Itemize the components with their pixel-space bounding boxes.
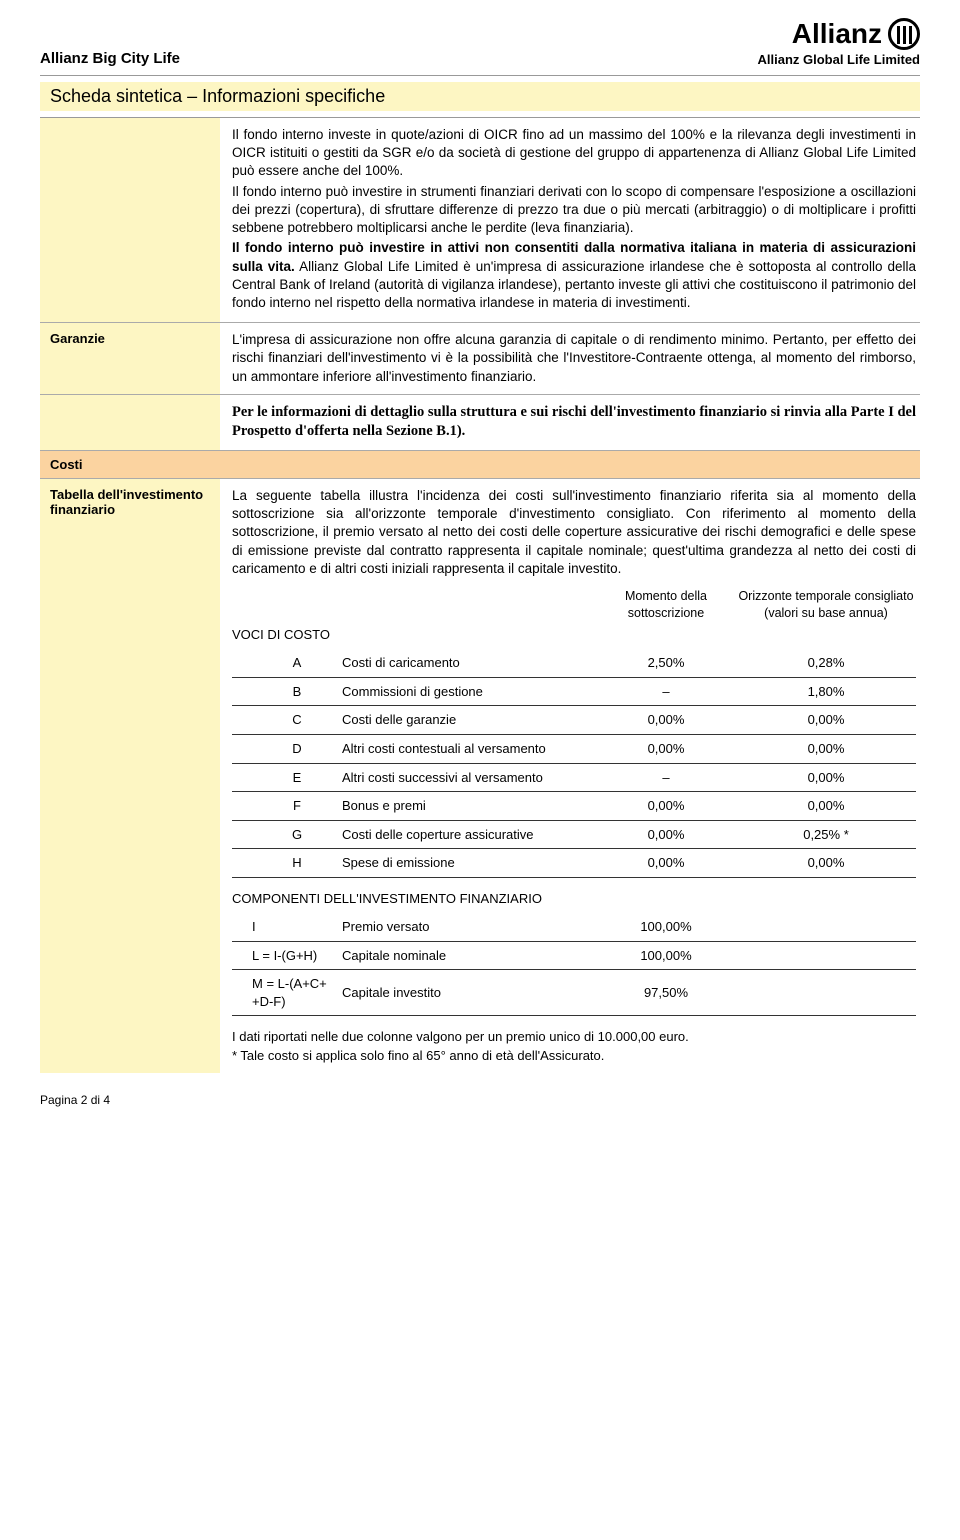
row-v1: 0,00% (596, 740, 736, 758)
label-tabella: Tabella dell'investimento finanziario (40, 479, 220, 1073)
text-garanzie: L'impresa di assicurazione non offre alc… (220, 323, 920, 394)
comp-title: COMPONENTI DELL'INVESTIMENTO FINANZIARIO (232, 890, 916, 908)
comp-rows: IPremio versato100,00%L = I-(G+H)Capital… (232, 913, 916, 1016)
row-v2: 0,00% (736, 797, 916, 815)
comp-key: I (232, 918, 342, 936)
title-main: Scheda sintetica (50, 86, 182, 106)
row-desc: Spese di emissione (342, 854, 596, 872)
table-header: Momento della sottoscrizione Orizzonte t… (232, 588, 916, 622)
row-desc: Bonus e premi (342, 797, 596, 815)
row-v1: – (596, 683, 736, 701)
row-fondo: Il fondo interno investe in quote/azioni… (40, 118, 920, 323)
comp-desc: Premio versato (342, 918, 596, 936)
row-v1: 0,00% (596, 711, 736, 729)
title-sub: – Informazioni specifiche (187, 86, 385, 106)
label-empty-2 (40, 395, 220, 450)
row-garanzie: Garanzie L'impresa di assicurazione non … (40, 323, 920, 395)
comp-key: M = L-(A+C+ +D-F) (232, 975, 342, 1010)
text-fondo: Il fondo interno investe in quote/azioni… (220, 118, 920, 322)
comp-v1: 100,00% (596, 947, 736, 965)
title-bar: Scheda sintetica – Informazioni specific… (40, 75, 920, 118)
comp-desc: Capitale investito (342, 984, 596, 1002)
page-number: Pagina 2 di 4 (40, 1093, 920, 1107)
p3-rest: Allianz Global Life Limited è un'impresa… (232, 259, 916, 310)
row-v1: 2,50% (596, 654, 736, 672)
row-key: D (232, 740, 342, 758)
voci-title: VOCI DI COSTO (232, 626, 916, 644)
product-name: Allianz Big City Life (40, 50, 180, 67)
row-desc: Costi delle coperture assicurative (342, 826, 596, 844)
brand-block: Allianz Allianz Global Life Limited (757, 18, 920, 67)
p2: Il fondo interno può investire in strume… (232, 183, 916, 238)
note1: I dati riportati nelle due colonne valgo… (232, 1028, 916, 1046)
note2: * Tale costo si applica solo fino al 65°… (232, 1047, 916, 1065)
row-key: G (232, 826, 342, 844)
row-v1: – (596, 769, 736, 787)
cost-row: FBonus e premi0,00%0,00% (232, 792, 916, 821)
comp-key: L = I-(G+H) (232, 947, 342, 965)
row-v2: 0,00% (736, 740, 916, 758)
row-key: A (232, 654, 342, 672)
cost-row: ACosti di caricamento2,50%0,28% (232, 649, 916, 678)
head-col2: Orizzonte temporale consigliato (valori … (736, 588, 916, 622)
p3: Il fondo interno può investire in attivi… (232, 239, 916, 312)
page-header: Allianz Big City Life Allianz Allianz Gl… (40, 0, 920, 75)
row-key: F (232, 797, 342, 815)
comp-row: IPremio versato100,00% (232, 913, 916, 942)
cost-row: CCosti delle garanzie0,00%0,00% (232, 706, 916, 735)
row-v2: 0,00% (736, 854, 916, 872)
row-desc: Commissioni di gestione (342, 683, 596, 701)
brand-logo: Allianz (757, 18, 920, 50)
brand-subtitle: Allianz Global Life Limited (757, 52, 920, 67)
label-garanzie: Garanzie (40, 323, 220, 394)
row-v2: 0,25% * (736, 826, 916, 844)
row-v2: 0,00% (736, 769, 916, 787)
brand-text: Allianz (792, 18, 882, 50)
allianz-icon (888, 18, 920, 50)
row-v2: 0,28% (736, 654, 916, 672)
row-desc: Costi delle garanzie (342, 711, 596, 729)
row-desc: Altri costi successivi al versamento (342, 769, 596, 787)
head-col1: Momento della sottoscrizione (596, 588, 736, 622)
row-desc: Altri costi contestuali al versamento (342, 740, 596, 758)
cost-row: BCommissioni di gestione–1,80% (232, 678, 916, 707)
foot-notes: I dati riportati nelle due colonne valgo… (232, 1028, 916, 1064)
cost-row: HSpese di emissione0,00%0,00% (232, 849, 916, 878)
tabella-intro: La seguente tabella illustra l'incidenza… (232, 487, 916, 578)
cost-rows: ACosti di caricamento2,50%0,28%BCommissi… (232, 649, 916, 877)
comp-row: M = L-(A+C+ +D-F)Capitale investito97,50… (232, 970, 916, 1016)
row-serif: Per le informazioni di dettaglio sulla s… (40, 395, 920, 451)
comp-desc: Capitale nominale (342, 947, 596, 965)
row-desc: Costi di caricamento (342, 654, 596, 672)
row-key: B (232, 683, 342, 701)
label-empty (40, 118, 220, 322)
cost-row: EAltri costi successivi al versamento–0,… (232, 764, 916, 793)
cost-table: Momento della sottoscrizione Orizzonte t… (232, 588, 916, 1065)
comp-v1: 97,50% (596, 984, 736, 1002)
row-v1: 0,00% (596, 826, 736, 844)
comp-v1: 100,00% (596, 918, 736, 936)
row-key: C (232, 711, 342, 729)
cost-row: GCosti delle coperture assicurative0,00%… (232, 821, 916, 850)
row-v1: 0,00% (596, 797, 736, 815)
row-v2: 1,80% (736, 683, 916, 701)
row-tabella: Tabella dell'investimento finanziario La… (40, 479, 920, 1073)
cost-row: DAltri costi contestuali al versamento0,… (232, 735, 916, 764)
row-v1: 0,00% (596, 854, 736, 872)
row-key: H (232, 854, 342, 872)
section-costi: Costi (40, 451, 920, 479)
row-v2: 0,00% (736, 711, 916, 729)
row-key: E (232, 769, 342, 787)
text-tabella: La seguente tabella illustra l'incidenza… (220, 479, 920, 1073)
text-serif: Per le informazioni di dettaglio sulla s… (220, 395, 920, 450)
p1: Il fondo interno investe in quote/azioni… (232, 126, 916, 181)
comp-row: L = I-(G+H)Capitale nominale100,00% (232, 942, 916, 971)
